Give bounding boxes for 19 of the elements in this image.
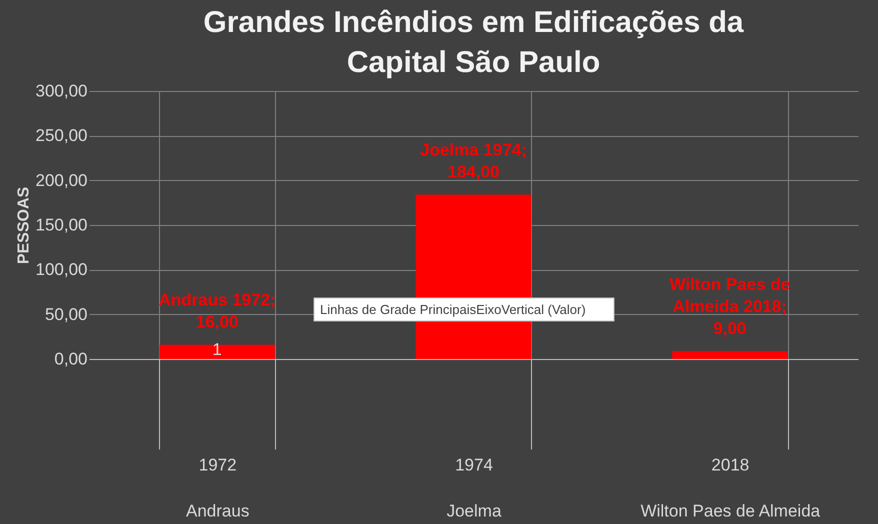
- annotation: 1: [212, 340, 222, 359]
- category-label: 2018 Wilton Paes de Almeida: [640, 456, 820, 520]
- data-label: Andraus 1972; 16,00: [158, 290, 276, 332]
- y-tick-label: 150,00: [36, 216, 88, 234]
- y-axis-title: PESSOAS: [16, 186, 33, 264]
- category-label: 1974 Joelma: [446, 456, 502, 520]
- category-label: 1972 Andraus: [186, 456, 250, 520]
- bar: [159, 344, 275, 359]
- y-tick-label: 0,00: [54, 350, 88, 368]
- y-tick-label: 200,00: [36, 170, 88, 190]
- chart-title: Grandes Incêndios em Edificações da Capital São Paulo: [203, 6, 744, 79]
- y-tick-label: 300,00: [36, 82, 88, 100]
- y-tick-label: 100,00: [36, 260, 88, 280]
- annotation: Linhas de Grade PrincipaisEixoVertical (Valor): [320, 302, 586, 317]
- bar: [672, 350, 788, 359]
- y-tick-label: 250,00: [36, 126, 88, 146]
- data-label: Wilton Paes de Almeida 2018; 9,00: [669, 274, 790, 338]
- data-label: Joelma 1974; 184,00: [420, 140, 527, 182]
- y-tick-label: 50,00: [44, 304, 88, 324]
